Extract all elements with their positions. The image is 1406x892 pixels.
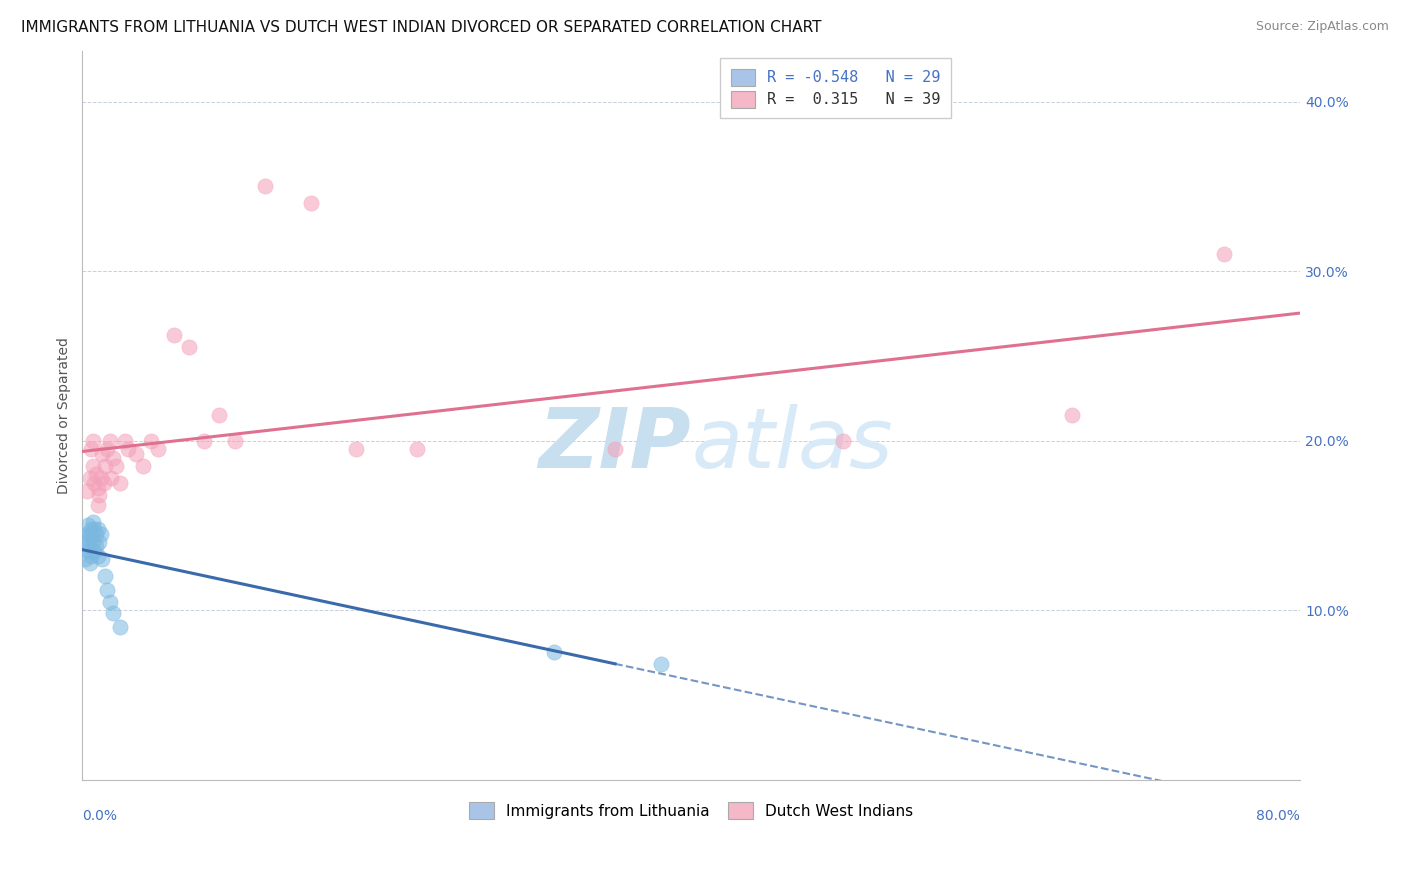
Point xyxy=(79,471,101,485)
Point xyxy=(90,471,112,485)
Point xyxy=(84,539,107,553)
Point xyxy=(344,442,367,456)
Point xyxy=(75,552,97,566)
Point xyxy=(82,515,104,529)
Point xyxy=(224,434,246,448)
Point xyxy=(94,458,117,473)
Point xyxy=(299,196,322,211)
Point xyxy=(177,340,200,354)
Point xyxy=(91,552,114,566)
Point xyxy=(80,549,103,563)
Point xyxy=(94,569,117,583)
Point xyxy=(83,475,105,490)
Point xyxy=(83,522,105,536)
Point xyxy=(104,458,127,473)
Point xyxy=(832,434,855,448)
Point xyxy=(253,179,276,194)
Point xyxy=(93,475,115,490)
Point xyxy=(162,328,184,343)
Point xyxy=(84,467,107,482)
Point xyxy=(1213,247,1236,261)
Legend: Immigrants from Lithuania, Dutch West Indians: Immigrants from Lithuania, Dutch West In… xyxy=(461,795,921,827)
Y-axis label: Divorced or Separated: Divorced or Separated xyxy=(58,336,72,493)
Point xyxy=(76,526,98,541)
Point xyxy=(86,522,108,536)
Point xyxy=(77,532,100,546)
Point xyxy=(83,543,105,558)
Point xyxy=(139,434,162,448)
Point xyxy=(77,518,100,533)
Point xyxy=(86,498,108,512)
Point xyxy=(603,442,626,456)
Point xyxy=(1060,408,1083,422)
Point xyxy=(208,408,231,422)
Point xyxy=(87,535,110,549)
Text: IMMIGRANTS FROM LITHUANIA VS DUTCH WEST INDIAN DIVORCED OR SEPARATED CORRELATION: IMMIGRANTS FROM LITHUANIA VS DUTCH WEST … xyxy=(21,20,821,35)
Point xyxy=(100,471,122,485)
Point xyxy=(76,535,98,549)
Point xyxy=(117,442,139,456)
Point xyxy=(124,447,146,461)
Point xyxy=(90,526,112,541)
Point xyxy=(110,475,132,490)
Text: atlas: atlas xyxy=(692,404,893,484)
Point xyxy=(406,442,429,456)
Point xyxy=(82,434,104,448)
Point xyxy=(87,488,110,502)
Point xyxy=(96,582,118,597)
Point xyxy=(98,594,121,608)
Text: Source: ZipAtlas.com: Source: ZipAtlas.com xyxy=(1256,20,1389,33)
Point xyxy=(96,442,118,456)
Point xyxy=(84,526,107,541)
Point xyxy=(193,434,215,448)
Point xyxy=(86,481,108,495)
Text: 0.0%: 0.0% xyxy=(83,809,117,822)
Point xyxy=(98,434,121,448)
Point xyxy=(148,442,170,456)
Point xyxy=(76,484,98,499)
Point xyxy=(77,543,100,558)
Point xyxy=(82,458,104,473)
Text: ZIP: ZIP xyxy=(538,404,692,484)
Point xyxy=(79,556,101,570)
Point xyxy=(79,526,101,541)
Point xyxy=(101,450,124,465)
Point xyxy=(114,434,136,448)
Point xyxy=(101,607,124,621)
Point xyxy=(543,645,565,659)
Point xyxy=(80,442,103,456)
Text: 80.0%: 80.0% xyxy=(1256,809,1301,822)
Point xyxy=(82,535,104,549)
Point xyxy=(110,620,132,634)
Point xyxy=(132,458,155,473)
Point xyxy=(91,447,114,461)
Point xyxy=(650,657,672,672)
Point xyxy=(80,522,103,536)
Point xyxy=(79,539,101,553)
Point xyxy=(86,549,108,563)
